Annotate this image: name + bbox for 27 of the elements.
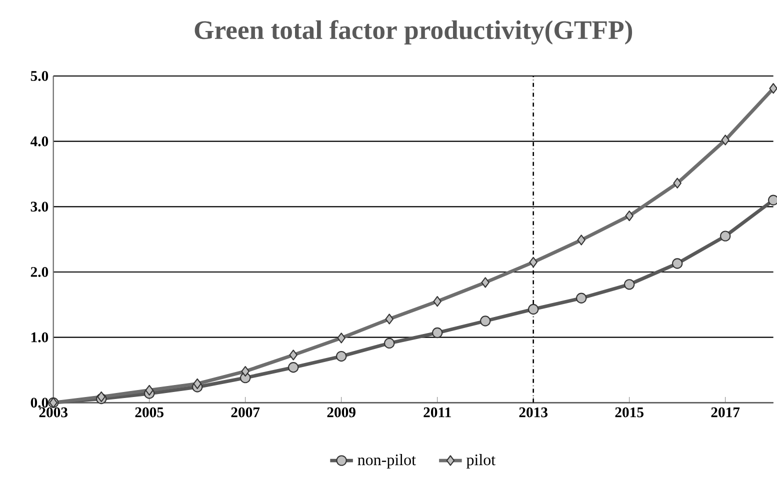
point [672,258,683,269]
chart-title: Green total factor productivity(GTFP) [194,20,632,45]
x-tick-label: 2011 [424,407,451,418]
x-tick-label: 2017 [711,407,740,418]
x-tick-label: 2013 [519,407,548,418]
y-tick-label: 1.0 [31,332,48,342]
point [432,327,443,338]
legend-label: non-pilot [358,454,416,469]
y-tick-label: 2.0 [30,267,48,277]
point [624,279,635,290]
x-tick-label: 2005 [135,407,164,418]
x-tick-label: 2015 [615,407,644,418]
point [576,292,587,304]
y-tick-label: 0.0 [30,398,48,408]
y-tick-label: 5.0 [30,71,48,81]
point [384,338,395,349]
point [720,230,731,242]
y-tick-label: 3.0 [30,202,48,212]
x-tick-label: 2007 [231,407,260,418]
point [480,316,491,326]
x-tick-label: 2009 [327,407,356,418]
point [336,350,347,362]
y-tick-label: 4.0 [30,136,48,146]
point [288,362,299,373]
point [528,304,539,315]
legend-label: pilot [466,454,496,469]
x-tick-label: 2003 [39,407,68,418]
